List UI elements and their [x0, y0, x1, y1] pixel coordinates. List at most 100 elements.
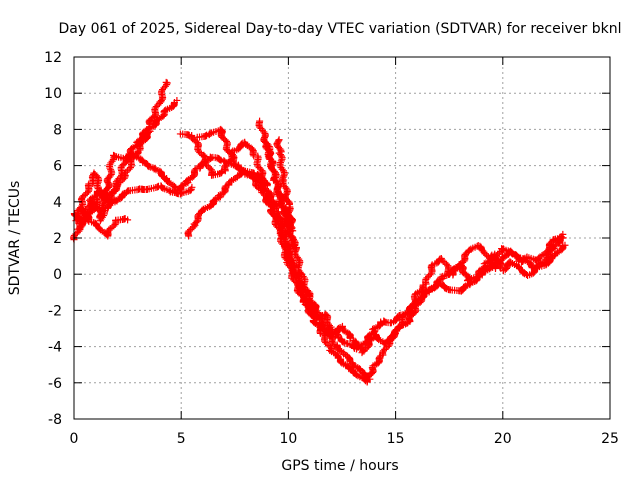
data-point-marker: [194, 147, 202, 155]
data-point-marker: [420, 290, 428, 298]
data-point-marker: [289, 227, 297, 235]
x-tick-label: 5: [177, 431, 186, 447]
data-point-marker: [507, 259, 515, 267]
data-point-marker: [366, 375, 374, 383]
data-point-marker: [339, 338, 347, 346]
data-point-marker: [144, 128, 152, 136]
data-point-marker: [282, 184, 290, 192]
data-point-marker: [266, 146, 274, 154]
x-tick-label: 20: [494, 431, 512, 447]
y-tick-label: 4: [53, 195, 62, 211]
data-point-marker: [528, 263, 536, 271]
data-point-marker: [230, 159, 238, 167]
data-point-marker: [561, 241, 569, 249]
y-tick-label: 2: [53, 231, 62, 247]
data-point-marker: [105, 200, 113, 208]
data-point-marker: [441, 259, 449, 267]
data-point-marker: [362, 372, 370, 380]
data-point-marker: [226, 178, 234, 186]
data-point-marker: [224, 158, 232, 166]
y-tick-label: 8: [53, 122, 62, 138]
data-point-marker: [100, 206, 108, 214]
data-point-marker: [369, 325, 377, 333]
y-tick-label: 10: [44, 86, 62, 102]
data-point-marker: [107, 167, 115, 175]
data-point-marker: [295, 260, 303, 268]
data-point-marker: [106, 172, 114, 180]
data-point-marker: [290, 236, 298, 244]
data-point-marker: [266, 198, 274, 206]
data-point-marker: [269, 201, 277, 209]
data-point-marker: [178, 181, 186, 189]
data-point-marker: [265, 147, 273, 155]
data-point-marker: [397, 321, 405, 329]
data-point-marker: [210, 196, 218, 204]
data-point-marker: [437, 273, 445, 281]
grid-lines: [74, 57, 610, 419]
data-point-marker: [270, 167, 278, 175]
data-point-marker: [157, 97, 165, 105]
data-point-marker: [277, 157, 285, 165]
chart-title: Day 061 of 2025, Sidereal Day-to-day VTE…: [59, 21, 622, 37]
data-point-marker: [278, 201, 286, 209]
data-point-marker: [423, 274, 431, 282]
data-point-marker: [188, 183, 196, 191]
data-point-marker: [152, 103, 160, 111]
data-point-marker: [329, 339, 337, 347]
data-point-marker: [296, 269, 304, 277]
data-point-marker: [513, 253, 521, 261]
y-tick-label: 6: [53, 159, 62, 175]
y-tick-label: -6: [48, 376, 62, 392]
data-point-marker: [322, 339, 330, 347]
data-point-marker: [480, 260, 488, 268]
y-axis-title: SDTVAR / TECUs: [7, 181, 23, 296]
data-point-marker: [163, 79, 171, 87]
data-point-marker: [268, 157, 276, 165]
x-tick-label: 10: [279, 431, 297, 447]
series-track-5: [77, 204, 132, 240]
axis-tick-labels: 0 5 10 15 20 25 -8 -6 -4 -2 0 2 4 6 8 10 12: [44, 50, 619, 447]
data-point-marker: [94, 178, 102, 186]
y-tick-label: -8: [48, 412, 62, 428]
data-series-layer: [70, 78, 569, 386]
data-point-marker: [122, 168, 130, 176]
series-track-10: [262, 138, 299, 249]
data-point-marker: [214, 192, 222, 200]
data-point-marker: [162, 78, 170, 86]
data-point-marker: [294, 275, 302, 283]
data-point-marker: [496, 263, 504, 271]
data-point-marker: [107, 166, 115, 174]
data-point-marker: [291, 241, 299, 249]
data-point-marker: [173, 96, 181, 104]
series-track-11: [273, 136, 297, 235]
data-point-marker: [330, 340, 338, 348]
data-point-marker: [196, 149, 204, 157]
data-point-marker: [276, 145, 284, 153]
data-point-marker: [119, 190, 127, 198]
data-point-marker: [264, 141, 272, 149]
data-point-marker: [139, 159, 147, 167]
data-point-marker: [460, 283, 468, 291]
data-point-marker: [154, 116, 162, 124]
x-axis-title: GPS time / hours: [281, 458, 398, 474]
data-point-marker: [426, 285, 434, 293]
x-tick-label: 15: [387, 431, 405, 447]
data-point-marker: [206, 129, 214, 137]
data-point-marker: [78, 208, 86, 216]
data-point-marker: [421, 289, 429, 297]
data-point-marker: [221, 183, 229, 191]
axis-ticks: [73, 56, 611, 420]
data-point-marker: [519, 269, 527, 277]
data-point-marker: [556, 234, 564, 242]
data-point-marker: [159, 173, 167, 181]
data-point-marker: [379, 347, 387, 355]
y-tick-label: -4: [48, 340, 62, 356]
data-point-marker: [277, 151, 285, 159]
y-tick-label: -2: [48, 303, 62, 319]
data-point-marker: [338, 359, 346, 367]
data-point-marker: [381, 345, 389, 353]
data-point-marker: [72, 230, 80, 238]
data-point-marker: [474, 273, 482, 281]
